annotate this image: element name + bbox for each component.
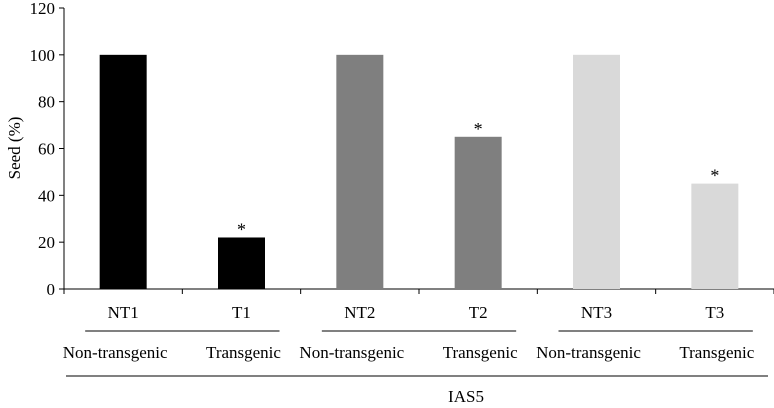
significance-star: * — [237, 219, 246, 239]
group-label: Transgenic — [443, 343, 518, 362]
bars — [99, 54, 739, 290]
group-label: Non-transgenic — [536, 343, 641, 362]
labels: NT1 * T1 NT2 * T2 NT3 * T3 Non-transgenic Transgen… — [63, 119, 768, 406]
bar-t3 — [691, 183, 739, 289]
group-label: Transgenic — [206, 343, 281, 362]
y-tick-label: 0 — [47, 280, 56, 299]
y-axis-label: Seed (%) — [5, 117, 24, 180]
y-tick-label: 120 — [30, 0, 56, 18]
group-label: Non-transgenic — [299, 343, 404, 362]
category-label-t3: T3 — [705, 303, 724, 322]
bar-nt1 — [99, 54, 147, 290]
axes: 0 20 40 60 80 100 120 — [30, 0, 774, 299]
significance-star: * — [474, 119, 483, 139]
y-tick-label: 40 — [38, 186, 55, 205]
group-label: Transgenic — [679, 343, 754, 362]
category-label-nt2: NT2 — [344, 303, 375, 322]
bar-nt2 — [336, 54, 384, 290]
y-tick-label: 20 — [38, 233, 55, 252]
bottom-label: IAS5 — [448, 387, 484, 406]
category-label-t2: T2 — [469, 303, 488, 322]
y-tick-label: 80 — [38, 93, 55, 112]
group-label: Non-transgenic — [63, 343, 168, 362]
category-label-nt3: NT3 — [581, 303, 612, 322]
bar-nt3 — [573, 54, 620, 290]
y-tick-label: 60 — [38, 140, 55, 159]
category-label-t1: T1 — [232, 303, 251, 322]
bar-t2 — [454, 136, 502, 289]
bar-t1 — [218, 237, 265, 289]
y-tick-label: 100 — [30, 46, 56, 65]
significance-star: * — [710, 166, 719, 186]
category-label-nt1: NT1 — [108, 303, 139, 322]
